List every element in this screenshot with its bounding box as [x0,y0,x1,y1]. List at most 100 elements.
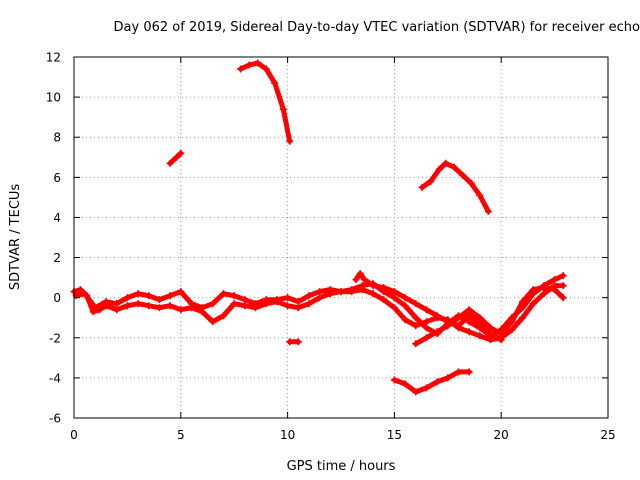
data-point [401,316,409,324]
data-series [70,59,567,396]
x-tick-label: 25 [600,428,615,442]
x-tick-label: 10 [280,428,295,442]
grid [74,57,608,418]
data-point [262,65,270,73]
data-point [76,286,84,294]
data-point [113,300,121,308]
data-point [356,270,364,278]
data-point [433,378,441,386]
data-point [487,324,495,332]
x-tick-label: 5 [177,428,185,442]
x-tick-label: 15 [387,428,402,442]
data-point [134,290,142,298]
plot-frame [73,56,609,419]
data-point [166,302,174,310]
series-trace [419,160,491,214]
data-point [177,288,185,296]
series-short-10h [286,338,302,346]
data-point [540,290,548,298]
y-tick-label: 0 [53,291,61,305]
data-point [519,298,527,306]
data-point [412,340,420,348]
data-point [237,65,245,73]
data-point [380,296,388,304]
data-point [173,153,181,161]
data-point [284,302,292,310]
series-arc-peak-17h [418,159,492,215]
data-point [241,302,249,310]
data-point [559,272,567,280]
series-main-band-d [412,284,567,348]
series-arc-low-16h [390,368,473,396]
data-point [134,300,142,308]
data-point [286,137,294,145]
data-point [476,320,484,328]
data-point [316,288,324,296]
data-point [220,312,228,320]
series-main-band-c [352,270,505,344]
data-point [476,191,484,199]
data-point [254,59,262,67]
data-point [422,324,430,332]
data-point [81,290,89,298]
data-point [209,318,217,326]
data-point [209,300,217,308]
y-tick-labels: -6 -4 -2 0 2 4 6 8 10 12 [46,51,61,426]
data-point [352,276,360,284]
data-point [360,276,368,284]
data-point [348,286,356,294]
data-point [519,314,527,322]
data-point [145,292,153,300]
data-point [454,322,462,330]
data-point [401,294,409,302]
data-point [177,149,185,157]
data-point [454,368,462,376]
data-point [412,300,420,308]
y-axis-title: SDTVAR / TECUs [8,184,23,291]
data-point [177,306,185,314]
data-point [412,322,420,330]
data-point [465,312,473,320]
data-point [450,163,458,171]
data-point [497,336,505,344]
data-point [529,286,537,294]
data-point [508,326,516,334]
series-trace [391,369,472,395]
data-point [230,292,238,300]
data-point [435,165,443,173]
data-point [294,298,302,306]
data-point [390,376,398,384]
data-point [559,294,567,302]
data-point [459,171,467,179]
y-tick-label: 8 [53,131,61,145]
data-point [427,177,435,185]
data-point [390,288,398,296]
y-tick-label: -4 [49,371,61,385]
data-point [401,302,409,310]
data-point [271,79,279,87]
data-point [91,304,99,312]
chart-title: Day 062 of 2019, Sidereal Day-to-day VTE… [114,20,640,35]
series-trace [167,150,184,166]
data-point [465,368,473,376]
data-point [262,296,270,304]
data-point [412,388,420,396]
data-point [484,207,492,215]
series-trace [238,60,293,144]
data-point [380,284,388,292]
data-point [198,304,206,312]
data-point [540,284,548,292]
data-point [390,304,398,312]
data-point [241,296,249,304]
data-point [155,304,163,312]
data-point [326,286,334,294]
data-point [305,292,313,300]
data-point [284,294,292,302]
x-tick-label: 20 [494,428,509,442]
data-point [422,384,430,392]
data-point [454,314,462,322]
series-arc-peak-8h [237,59,294,145]
data-point [476,332,484,340]
data-point [487,330,495,338]
data-point [89,308,97,316]
